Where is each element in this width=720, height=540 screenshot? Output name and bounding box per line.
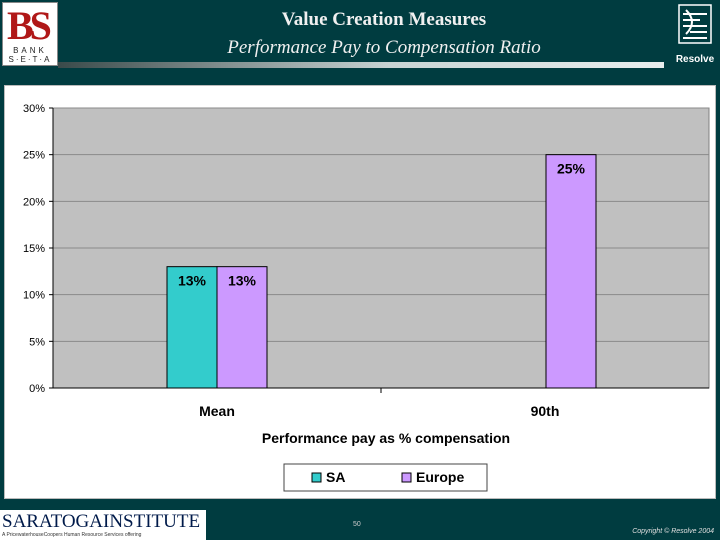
bar-sa — [166, 266, 218, 389]
y-tick-label: 25% — [23, 150, 45, 162]
x-axis-title: Performance pay as % compensation — [262, 430, 510, 446]
chart-panel: 0% 5% 10% 15% 20% 25% 30% Mean 13% 13% 90th 25% Perf… — [4, 85, 716, 499]
saratoga-logo-name: SARATOGAINSTITUTE — [2, 511, 201, 532]
y-tick-label: 5% — [29, 336, 45, 348]
data-label: 25% — [557, 161, 586, 177]
resolve-logo-icon — [678, 4, 712, 44]
data-label: 13% — [228, 273, 257, 289]
page-title: Value Creation Measures — [281, 9, 487, 30]
bar-europe — [545, 154, 597, 389]
copyright-text: Copyright © Resolve 2004 — [632, 528, 714, 535]
page-number: 50 — [353, 521, 361, 528]
legend-swatch-europe — [401, 472, 412, 483]
x-tick-label: Mean — [199, 403, 235, 419]
bar-europe — [216, 266, 268, 389]
logo-line1: BANK — [13, 46, 47, 55]
y-tick-label: 20% — [23, 196, 45, 208]
bankseta-logo: BS BANK S·E·T·A — [2, 2, 58, 66]
data-label: 13% — [178, 273, 207, 289]
legend-swatch-sa — [311, 472, 322, 483]
legend-label-sa: SA — [326, 469, 345, 485]
saratoga-logo-tagline: A PricewaterhouseCoopers Human Resource … — [2, 532, 142, 538]
y-tick-label: 0% — [29, 383, 45, 395]
page-subtitle: Performance Pay to Compensation Ratio — [227, 37, 541, 58]
legend-label-europe: Europe — [416, 469, 464, 485]
title-divider — [58, 62, 664, 68]
bar-chart: 0% 5% 10% 15% 20% 25% 30% Mean 13% 13% 90th 25% Perf… — [23, 103, 710, 492]
y-tick-label: 10% — [23, 290, 45, 302]
saratoga-logo: SARATOGAINSTITUTE A PricewaterhouseCoope… — [0, 510, 206, 540]
logo-mark: BS — [7, 3, 52, 48]
resolve-logo-text: Resolve — [675, 54, 715, 65]
x-tick-label: 90th — [531, 403, 560, 419]
logo-line2: S·E·T·A — [8, 55, 52, 64]
y-tick-label: 15% — [23, 243, 45, 255]
y-tick-label: 30% — [23, 103, 45, 115]
